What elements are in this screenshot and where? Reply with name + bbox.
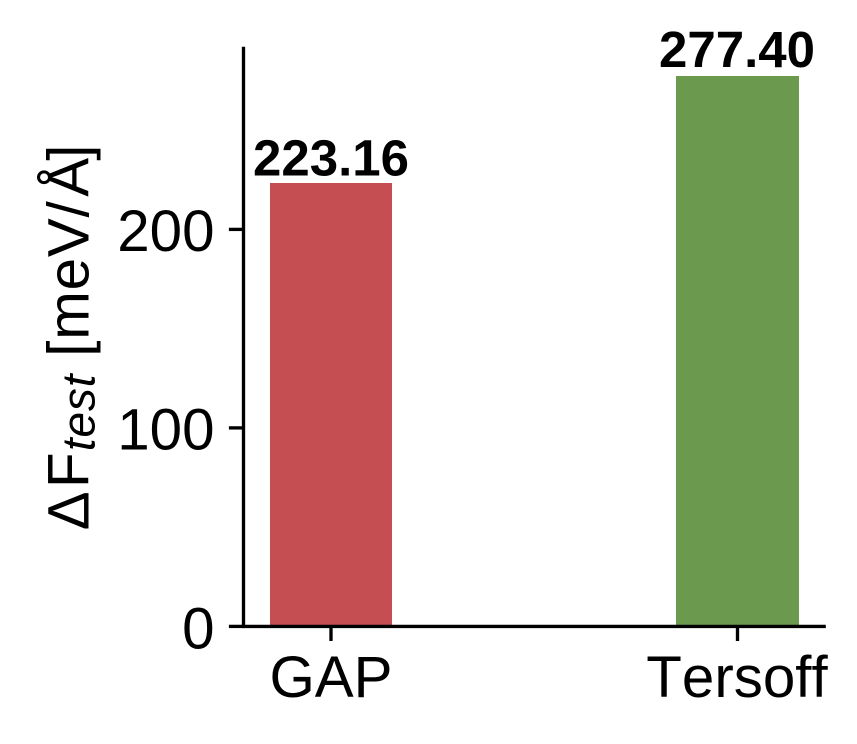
svg-text:Tersoff: Tersoff <box>646 645 828 710</box>
svg-text:0: 0 <box>182 597 214 662</box>
svg-text:ΔFtest [meV/Å]: ΔFtest [meV/Å] <box>37 144 105 530</box>
svg-text:GAP: GAP <box>269 645 392 710</box>
svg-text:223.16: 223.16 <box>253 130 409 187</box>
svg-text:277.40: 277.40 <box>659 21 815 78</box>
svg-text:100: 100 <box>117 398 214 463</box>
svg-text:200: 200 <box>117 199 214 264</box>
